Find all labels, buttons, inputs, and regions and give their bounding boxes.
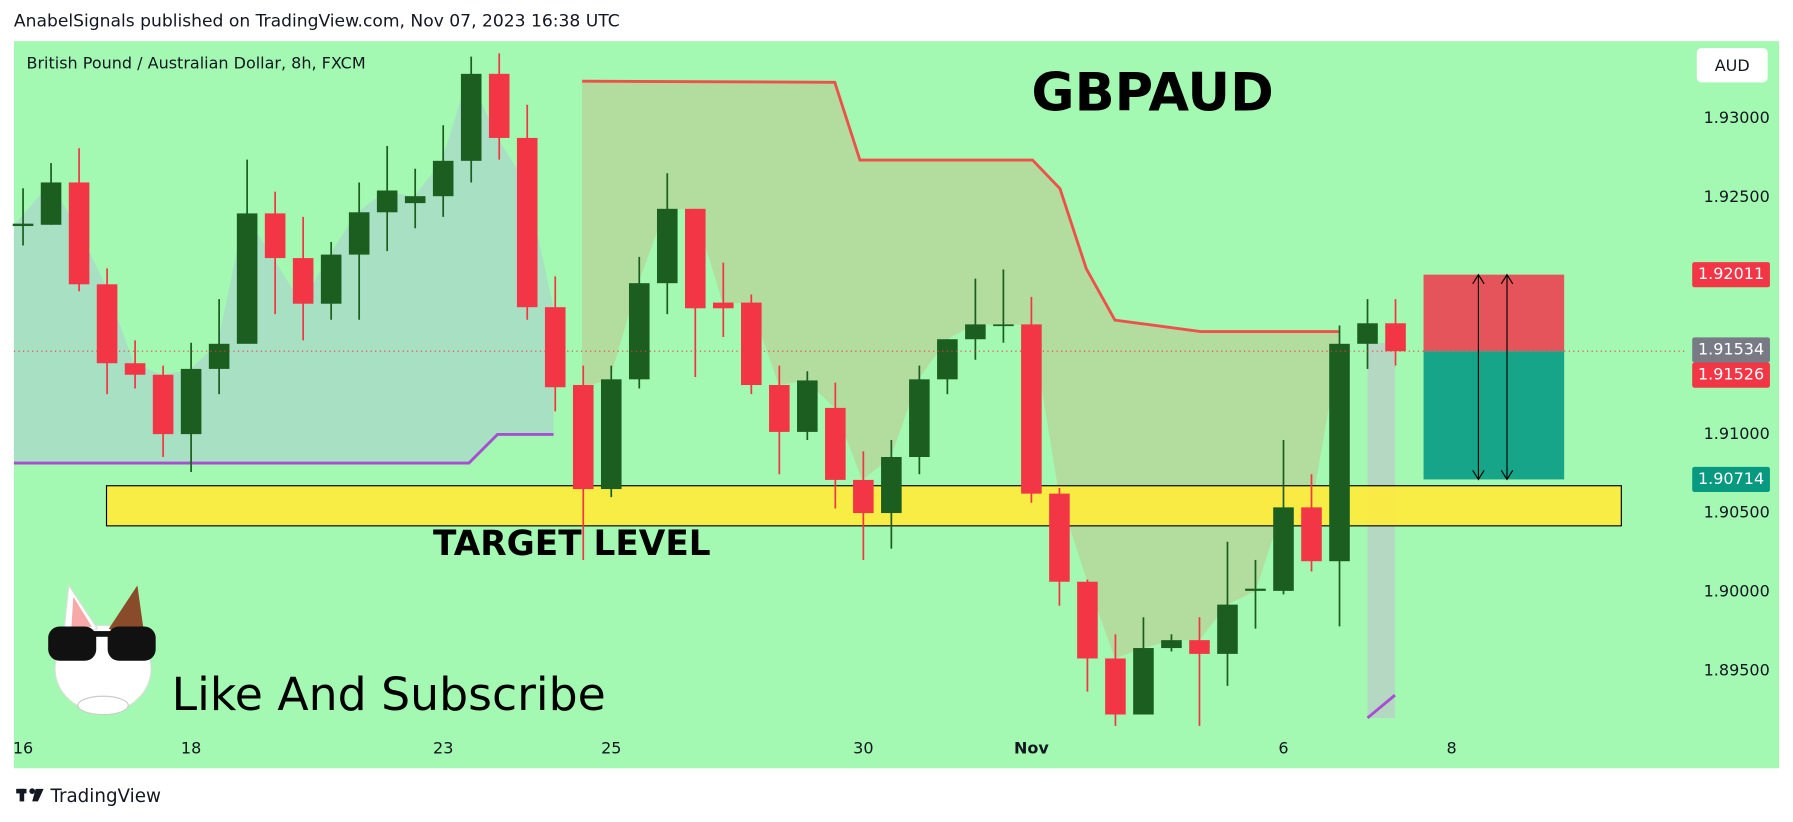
- x-tick-label: 8: [1446, 738, 1456, 757]
- candle-body: [656, 208, 678, 284]
- candle-body: [909, 379, 930, 458]
- x-tick-label: 18: [181, 738, 201, 757]
- candle-body: [1105, 658, 1126, 715]
- candle-body: [320, 254, 342, 304]
- candle-body: [1245, 588, 1266, 591]
- price-label-bg: [1692, 466, 1770, 493]
- y-tick-label: 1.91000: [1704, 424, 1770, 443]
- currency-button[interactable]: [1696, 48, 1768, 83]
- trend-line: [13, 433, 554, 465]
- y-tick-label: 1.89500: [1704, 661, 1770, 680]
- x-tick-label: 30: [853, 738, 873, 757]
- candle-body: [825, 407, 846, 480]
- candle-body: [236, 213, 258, 344]
- candle-body: [1049, 493, 1070, 582]
- y-tick-label: 1.90000: [1704, 582, 1770, 601]
- candle-body: [1077, 581, 1098, 659]
- candle-body: [40, 182, 62, 225]
- target-zone-box: [1423, 351, 1565, 480]
- candle-body: [264, 213, 286, 259]
- candle-body: [1273, 507, 1294, 591]
- candle-body: [544, 307, 566, 388]
- candle-body: [1189, 640, 1210, 654]
- candle-body: [937, 339, 958, 380]
- candle-body: [881, 457, 902, 514]
- arrow-head: [1472, 469, 1485, 481]
- mascot: [48, 583, 156, 716]
- candle-body: [12, 223, 34, 227]
- candle-body: [797, 380, 818, 432]
- trend-area: [1367, 342, 1395, 718]
- candle-body: [432, 160, 454, 197]
- currency-label[interactable]: AUD: [1715, 56, 1750, 75]
- candle-body: [713, 302, 734, 309]
- price-label-bg: [1692, 262, 1770, 288]
- brand: TradingView: [49, 786, 161, 807]
- candle-body: [292, 258, 314, 304]
- x-tick-label: 16: [13, 738, 33, 757]
- symbol-info: British Pound / Australian Dollar, 8h, F…: [26, 54, 365, 73]
- arrow-head: [1500, 273, 1514, 285]
- annotation: Like And Subscribe: [172, 668, 606, 721]
- x-tick-label: 23: [433, 738, 453, 757]
- candle-body: [488, 73, 510, 138]
- candle-body: [96, 284, 118, 364]
- plot: 1.89500 1.90000 1.90500 1.91000 1.92500 1.930…: [12, 53, 1770, 757]
- chart-title: GBPAUD: [1031, 63, 1273, 124]
- candle-body: [965, 324, 986, 340]
- candle-body: [516, 137, 538, 308]
- candle-body: [404, 196, 426, 204]
- candle-body: [1329, 343, 1350, 562]
- candle-body: [348, 212, 370, 255]
- candle-body: [993, 324, 1014, 327]
- target-label: TARGET LEVEL: [433, 524, 711, 564]
- candle-body: [628, 283, 650, 380]
- candle-body: [460, 73, 482, 161]
- candle-body: [208, 343, 230, 369]
- y-tick-label: 1.92500: [1704, 187, 1770, 206]
- arrow-head: [1500, 469, 1514, 481]
- trend-line: [582, 79, 1341, 333]
- candle-body: [741, 302, 762, 386]
- x-tick-label: 6: [1278, 738, 1288, 757]
- price-label: 1.91534: [1698, 339, 1764, 358]
- brand-logo: [16, 788, 44, 802]
- candle-body: [600, 379, 622, 490]
- stop-zone: [1423, 274, 1565, 352]
- publish-info: AnabelSignals published on TradingView.c…: [14, 12, 620, 32]
- price-label-bg: [1692, 337, 1770, 363]
- price-label: 1.90714: [1698, 469, 1764, 488]
- price-label: 1.92011: [1698, 264, 1764, 283]
- y-tick-label: 1.93000: [1704, 108, 1770, 127]
- candle-body: [1161, 640, 1182, 649]
- candle-body: [853, 479, 874, 514]
- candle-body: [68, 182, 90, 285]
- trend-line: [1366, 694, 1396, 720]
- trend-area: [13, 74, 554, 464]
- candle-body: [572, 385, 594, 490]
- candle-body: [152, 374, 174, 435]
- candle-body: [1357, 323, 1378, 344]
- candle-body: [1301, 507, 1322, 562]
- candle-body: [684, 208, 706, 309]
- candle-body: [1385, 323, 1406, 352]
- candle-body: [180, 368, 202, 435]
- price-label: 1.91526: [1698, 365, 1764, 384]
- arrow-head: [1472, 273, 1485, 285]
- price-label-bg: [1692, 362, 1770, 388]
- candle-body: [124, 363, 146, 375]
- y-tick-label: 1.90500: [1704, 503, 1770, 522]
- x-tick-label: 25: [601, 738, 621, 757]
- candle-body: [376, 190, 398, 213]
- candle-body: [1021, 324, 1042, 494]
- candle-body: [1133, 648, 1154, 715]
- x-tick-label: Nov: [1014, 738, 1049, 757]
- candle-body: [769, 385, 790, 432]
- candle-body: [1217, 604, 1238, 654]
